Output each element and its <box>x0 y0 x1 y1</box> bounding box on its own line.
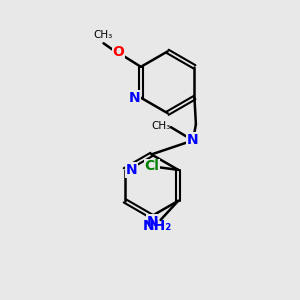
Text: CH₃: CH₃ <box>94 30 113 40</box>
Text: N: N <box>129 91 140 105</box>
Text: Cl: Cl <box>144 159 159 173</box>
Text: CH₃: CH₃ <box>151 121 170 131</box>
Text: N: N <box>187 134 199 147</box>
Text: N: N <box>125 163 137 177</box>
Text: N: N <box>147 215 159 229</box>
Text: O: O <box>112 45 124 59</box>
Text: NH₂: NH₂ <box>143 219 172 233</box>
